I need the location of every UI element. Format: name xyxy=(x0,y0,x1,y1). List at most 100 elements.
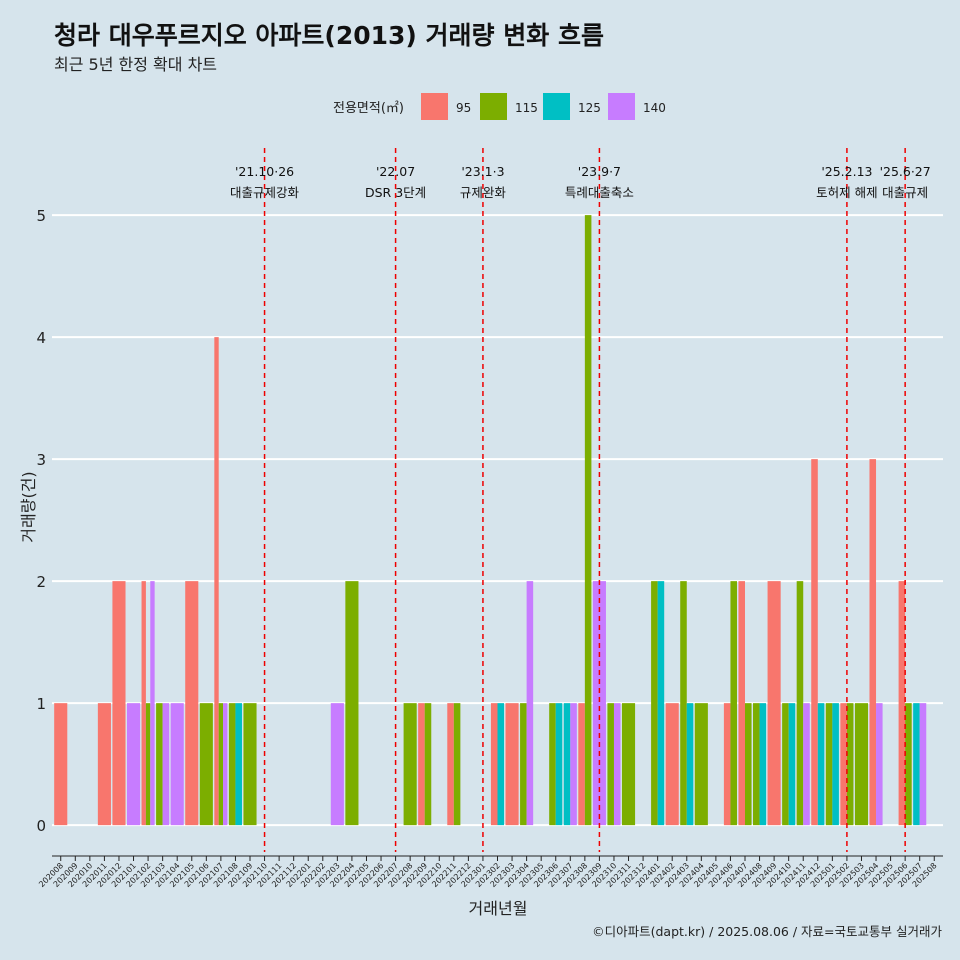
bar-202308-115 xyxy=(584,215,592,826)
bar-202403-115 xyxy=(680,581,687,826)
bar-202306-125 xyxy=(555,703,563,826)
bar-202306-115 xyxy=(549,703,556,826)
bar-202507-140 xyxy=(919,703,927,826)
bar-202506-95 xyxy=(898,581,906,826)
chart-subtitle: 최근 5년 한정 확대 차트 xyxy=(54,55,217,74)
legend-swatch-140 xyxy=(608,93,635,120)
event-text-202110: 대출규제강화 xyxy=(230,185,300,200)
event-date-202309: '23.9·7 xyxy=(578,164,621,179)
bar-202310-115 xyxy=(607,703,614,826)
bar-202211-115 xyxy=(453,703,461,826)
x-axis-title: 거래년월 xyxy=(469,899,528,918)
legend-title: 전용면적(㎡) xyxy=(333,101,404,116)
bar-202307-140 xyxy=(570,703,577,826)
event-text-202309: 특례대출축소 xyxy=(565,185,634,200)
bar-202102-140 xyxy=(150,581,155,826)
event-text-202502: 토허제 해제 xyxy=(816,185,877,200)
bar-202406-115 xyxy=(730,581,737,826)
bar-202310-140 xyxy=(613,703,621,826)
bar-202309-140 xyxy=(592,581,606,826)
legend: 전용면적(㎡) 95 115 125 140 xyxy=(333,93,666,120)
event-text-202301: 규제완화 xyxy=(460,185,507,200)
bars xyxy=(54,215,927,826)
legend-label-125: 125 xyxy=(578,101,601,115)
bar-202504-95 xyxy=(869,459,877,826)
bar-202208-115 xyxy=(403,703,417,826)
bar-202102-115 xyxy=(145,703,151,826)
bar-202506-115 xyxy=(905,703,912,826)
bar-202409-95 xyxy=(767,581,781,826)
bar-202502-95 xyxy=(840,703,847,826)
bar-202103-115 xyxy=(156,703,163,826)
bar-202102-95 xyxy=(141,581,146,826)
bar-202411-140 xyxy=(803,703,810,826)
caption: ©디아파트(dapt.kr) / 2025.08.06 / 자료=국토교통부 실… xyxy=(592,924,942,939)
bar-202109-115 xyxy=(243,703,257,826)
event-date-202207: '22.07 xyxy=(376,164,415,179)
legend-swatch-115 xyxy=(480,93,507,120)
bar-202302-125 xyxy=(497,703,505,826)
event-text-202506: 대출규제 xyxy=(882,185,928,200)
y-tick-label-1: 1 xyxy=(36,695,46,713)
bar-202304-115 xyxy=(520,703,527,826)
bar-202410-115 xyxy=(782,703,789,826)
y-tick-label-5: 5 xyxy=(36,207,46,225)
bar-202407-95 xyxy=(738,581,745,826)
bar-202108-125 xyxy=(235,703,242,826)
bar-202211-95 xyxy=(447,703,454,826)
y-tick-label-0: 0 xyxy=(36,817,46,835)
y-axis: 0 1 2 3 4 5 xyxy=(36,207,46,835)
bar-202504-140 xyxy=(876,703,883,826)
bar-202011-95 xyxy=(97,703,111,826)
bar-202302-95 xyxy=(490,703,498,826)
bar-202209-115 xyxy=(424,703,432,826)
bar-202012-95 xyxy=(112,581,126,826)
y-tick-label-2: 2 xyxy=(36,573,46,591)
event-date-202301: '23.1·3 xyxy=(461,164,504,179)
y-tick-label-3: 3 xyxy=(36,451,46,469)
bar-202401-125 xyxy=(657,581,665,826)
bar-202503-115 xyxy=(854,703,869,826)
bar-202107-140 xyxy=(223,703,228,826)
bar-202404-115 xyxy=(694,703,708,826)
legend-swatch-125 xyxy=(543,93,570,120)
bar-202303-95 xyxy=(505,703,519,826)
bar-202403-125 xyxy=(686,703,694,826)
legend-label-140: 140 xyxy=(643,101,666,115)
bar-202412-95 xyxy=(811,459,818,826)
bar-202106-115 xyxy=(199,703,213,826)
bar-202407-115 xyxy=(745,703,752,826)
x-axis: 2020082020092020102020112020122021012021… xyxy=(37,855,943,889)
bar-202105-95 xyxy=(185,581,199,826)
event-lines: '21.10·26 대출규제강화 '22.07 DSR 3단계 '23.1·3 규제완화 '… xyxy=(230,148,931,852)
bar-202411-115 xyxy=(796,581,804,826)
bar-202408-125 xyxy=(759,703,767,826)
bar-202311-115 xyxy=(621,703,636,826)
bar-202502-115 xyxy=(846,703,854,826)
bar-202304-140 xyxy=(526,581,534,826)
event-text-202207: DSR 3단계 xyxy=(365,185,426,200)
bar-202402-95 xyxy=(665,703,679,826)
bar-202406-95 xyxy=(723,703,731,826)
bar-202401-115 xyxy=(651,581,658,826)
chart-title: 청라 대우푸르지오 아파트(2013) 거래량 변화 흐름 xyxy=(54,21,604,50)
bar-202507-125 xyxy=(913,703,920,826)
y-axis-title: 거래량(건) xyxy=(19,471,38,542)
bar-202203-140 xyxy=(330,703,344,826)
event-date-202506: '25.6·27 xyxy=(880,164,931,179)
bar-202107-95 xyxy=(214,337,219,826)
bar-202501-115 xyxy=(825,703,833,826)
bar-202101-140 xyxy=(126,703,141,826)
bar-202501-125 xyxy=(832,703,839,826)
bar-202410-125 xyxy=(788,703,796,826)
bar-202008-95 xyxy=(54,703,68,826)
event-date-202110: '21.10·26 xyxy=(235,164,294,179)
bar-202104-140 xyxy=(170,703,184,826)
bar-202107-115 xyxy=(218,703,224,826)
bar-202108-115 xyxy=(228,703,236,826)
bar-202412-125 xyxy=(817,703,825,826)
bar-202307-125 xyxy=(563,703,571,826)
bar-202308-95 xyxy=(578,703,585,826)
